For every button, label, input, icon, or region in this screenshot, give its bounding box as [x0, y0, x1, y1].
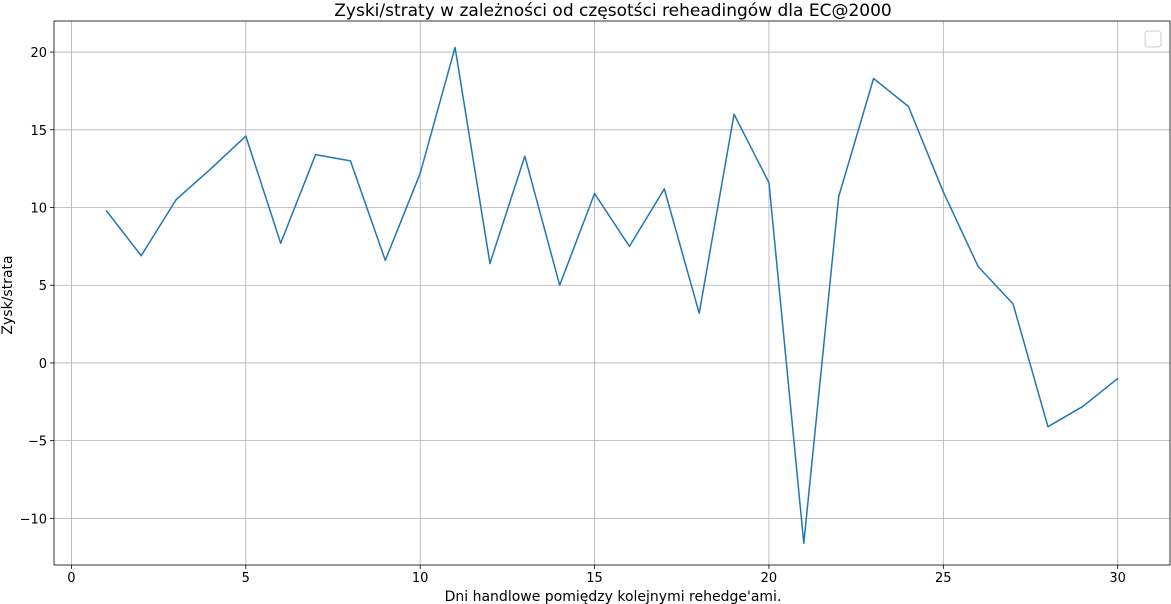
- y-tick-label: 5: [39, 279, 47, 294]
- x-tick-label: 20: [761, 571, 778, 586]
- data-point: [1047, 426, 1049, 428]
- data-point: [942, 191, 944, 193]
- data-point: [489, 262, 491, 265]
- data-point: [907, 105, 910, 108]
- y-tick-label: 15: [30, 124, 47, 139]
- y-tick-label: −5: [28, 435, 47, 450]
- plot-frame: [53, 20, 1171, 566]
- data-point: [1012, 303, 1014, 305]
- data-point: [210, 168, 212, 170]
- series-layer: [105, 46, 1119, 544]
- series-line: [105, 46, 1119, 544]
- y-tick-label: 10: [30, 202, 47, 217]
- x-tick-label: 5: [242, 571, 250, 586]
- data-point: [663, 188, 665, 190]
- y-axis-label: Zysk/strata: [0, 255, 16, 334]
- data-point: [1082, 405, 1084, 408]
- ticks: 0 5 10 15 20 25 30 −10 −5 0 5 10 15 20: [20, 46, 1126, 586]
- data-point: [245, 135, 247, 137]
- data-point: [419, 172, 421, 174]
- data-point: [1117, 377, 1119, 380]
- data-point: [733, 113, 735, 115]
- data-point: [838, 196, 840, 198]
- data-point: [872, 77, 875, 80]
- data-point: [559, 284, 561, 286]
- data-point: [105, 210, 107, 212]
- data-point: [698, 312, 700, 314]
- data-point: [524, 155, 526, 157]
- chart-title: Zyski/straty w zależności od częsotści r…: [334, 1, 891, 21]
- grid: [54, 21, 1170, 565]
- data-point: [768, 182, 770, 184]
- data-point: [454, 46, 456, 49]
- data-point: [175, 199, 177, 201]
- x-tick-label: 10: [412, 571, 429, 586]
- y-tick-label: −10: [20, 512, 47, 527]
- legend: [1144, 30, 1162, 48]
- data-point: [593, 192, 596, 195]
- data-point: [977, 265, 979, 268]
- data-point: [314, 154, 317, 156]
- y-tick-label: 0: [39, 357, 47, 372]
- x-tick-label: 25: [935, 571, 952, 586]
- y-tick-label: 20: [30, 46, 47, 61]
- x-tick-label: 0: [67, 571, 75, 586]
- data-point: [628, 245, 631, 247]
- x-axis-label: Dni handlowe pomiędzy kolejnymi rehedge'…: [445, 589, 782, 604]
- data-point: [384, 259, 386, 261]
- data-point: [140, 255, 142, 257]
- data-point: [280, 242, 282, 244]
- x-tick-label: 15: [586, 571, 603, 586]
- data-point: [349, 160, 352, 162]
- data-point: [803, 542, 805, 544]
- x-tick-label: 30: [1109, 571, 1126, 586]
